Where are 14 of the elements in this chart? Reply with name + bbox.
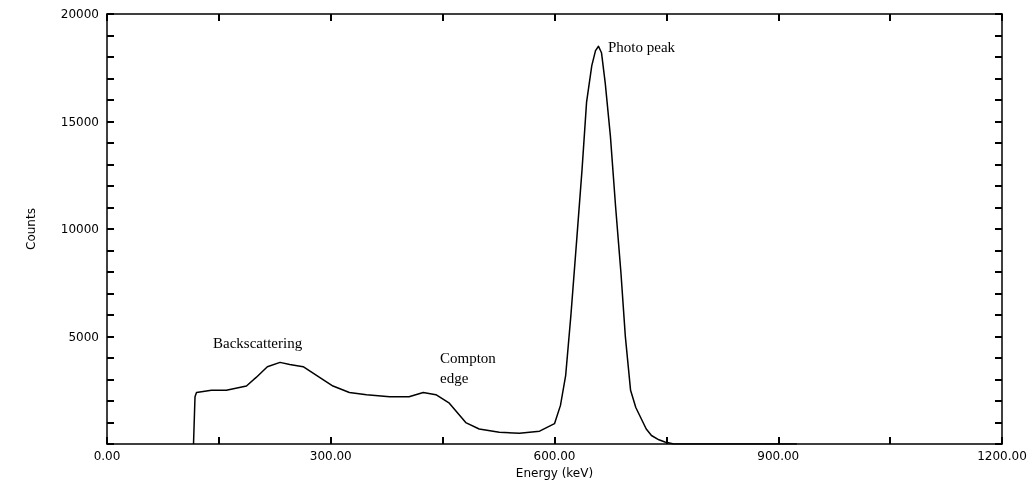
x-tick-label: 1200.00 xyxy=(977,449,1027,464)
x-tick-label: 300.00 xyxy=(309,449,352,464)
y-axis-title: Counts xyxy=(24,208,38,250)
annotation: Compton edge xyxy=(440,350,500,386)
annotation: Backscattering xyxy=(213,335,303,351)
x-tick-label: 600.00 xyxy=(533,449,576,464)
x-tick-label: 0.00 xyxy=(93,449,121,464)
x-tick-label: 900.00 xyxy=(757,449,800,464)
y-tick-label: 15000 xyxy=(60,114,99,129)
y-tick-label: 5000 xyxy=(68,329,99,344)
y-tick-label: 10000 xyxy=(60,222,99,237)
x-axis-title: Energy (keV) xyxy=(515,466,594,480)
annotation: Photo peak xyxy=(608,39,676,55)
y-tick-label: 20000 xyxy=(60,7,99,21)
